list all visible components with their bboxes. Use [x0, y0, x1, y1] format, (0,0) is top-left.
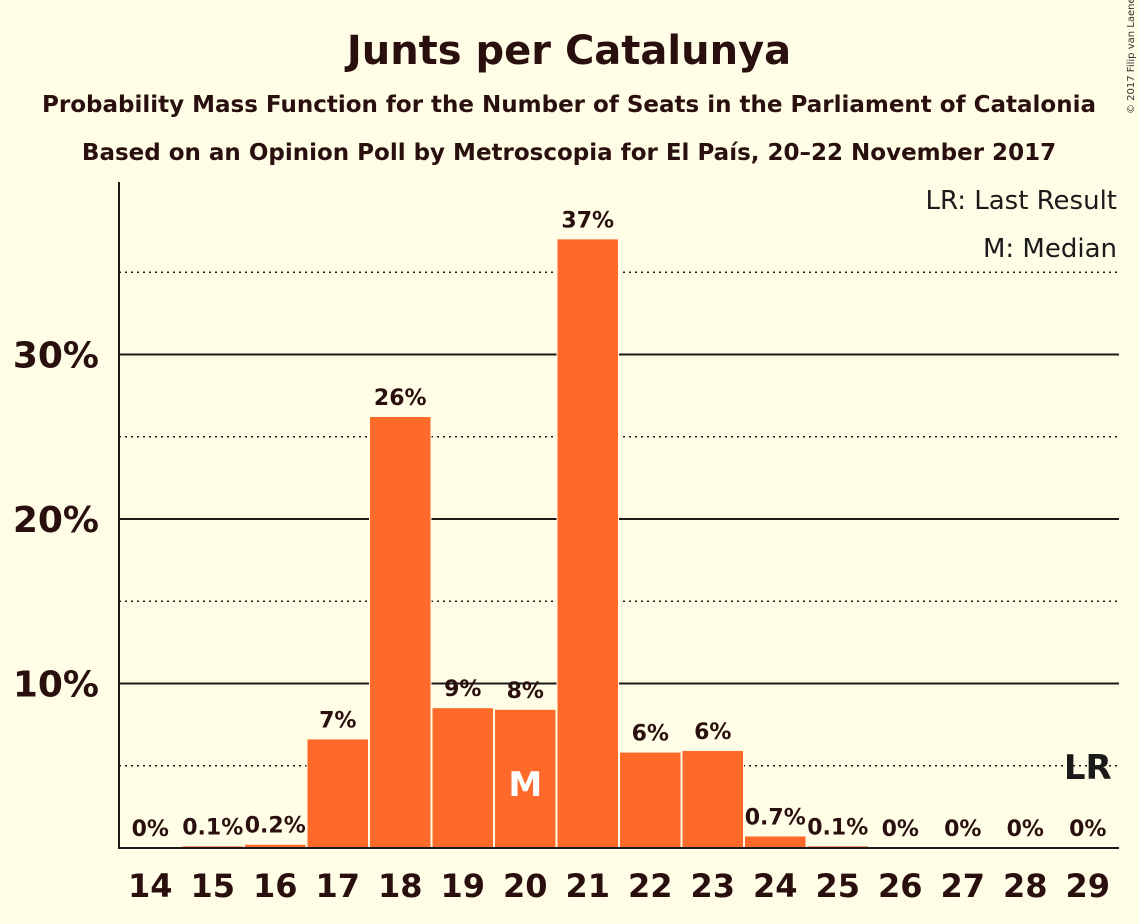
- bar-19: [432, 708, 493, 848]
- data-label-15: 0.1%: [182, 815, 243, 840]
- y-tick-label: 30%: [13, 336, 99, 377]
- data-label-20: 8%: [507, 679, 544, 704]
- x-tick-label-21: 21: [565, 867, 610, 905]
- median-marker: M: [508, 765, 542, 805]
- bar-16: [245, 844, 306, 848]
- x-tick-label-29: 29: [1065, 867, 1110, 905]
- x-tick-label-26: 26: [878, 867, 923, 905]
- x-tick-label-14: 14: [128, 867, 173, 905]
- last-result-marker: LR: [1064, 748, 1112, 788]
- data-label-29: 0%: [1069, 817, 1106, 842]
- data-label-23: 6%: [694, 720, 731, 745]
- chart-subtitle-source: Based on an Opinion Poll by Metroscopia …: [82, 140, 1056, 166]
- x-tick-label-24: 24: [753, 867, 798, 905]
- x-tick-label-23: 23: [690, 867, 735, 905]
- data-label-24: 0.7%: [745, 805, 806, 830]
- data-label-19: 9%: [444, 677, 481, 702]
- x-tick-label-22: 22: [628, 867, 673, 905]
- x-axis-ticks: 14 15 16 17 18 19 20 21 22 23 24 25 26 27 28 29: [128, 867, 1110, 905]
- x-tick-label-17: 17: [315, 867, 360, 905]
- bar-23: [682, 750, 743, 848]
- x-tick-label-28: 28: [1003, 867, 1048, 905]
- chart-subtitle: Probability Mass Function for the Number…: [42, 92, 1096, 118]
- data-label-22: 6%: [632, 722, 669, 747]
- bar-24: [745, 836, 806, 848]
- bar-22: [620, 752, 681, 848]
- bar-21: [557, 239, 618, 849]
- data-labels: 0% 0.1% 0.2%7%26%9% 8%M37%6% 6%0.7% 0.1% 0% 0% 0…: [132, 208, 1112, 842]
- y-axis-ticks: 10% 20% 30%: [13, 336, 99, 706]
- bars: [181, 239, 869, 849]
- data-label-25: 0.1%: [807, 815, 868, 840]
- bar-18: [370, 417, 431, 848]
- legend-median: M: Median: [983, 234, 1117, 264]
- data-label-18: 26%: [374, 386, 427, 411]
- x-tick-label-15: 15: [190, 867, 235, 905]
- y-tick-label: 10%: [13, 665, 99, 706]
- data-label-27: 0%: [944, 817, 981, 842]
- data-label-17: 7%: [319, 708, 356, 733]
- chart-title: Junts per Catalunya: [344, 28, 791, 74]
- x-tick-label-16: 16: [253, 867, 298, 905]
- x-tick-label-19: 19: [440, 867, 485, 905]
- data-label-21: 37%: [561, 208, 614, 233]
- data-label-28: 0%: [1007, 817, 1044, 842]
- data-label-16: 0.2%: [245, 814, 306, 839]
- bar-17: [307, 739, 368, 848]
- x-tick-label-20: 20: [503, 867, 548, 905]
- data-label-14: 0%: [132, 817, 169, 842]
- y-tick-label: 20%: [13, 500, 99, 541]
- data-label-26: 0%: [882, 817, 919, 842]
- x-tick-label-25: 25: [815, 867, 860, 905]
- x-tick-label-18: 18: [378, 867, 423, 905]
- bar-20: [495, 709, 556, 848]
- legend-last-result: LR: Last Result: [925, 186, 1117, 216]
- copyright-note: © 2017 Filip van Laenen: [1126, 0, 1137, 114]
- x-tick-label-27: 27: [940, 867, 985, 905]
